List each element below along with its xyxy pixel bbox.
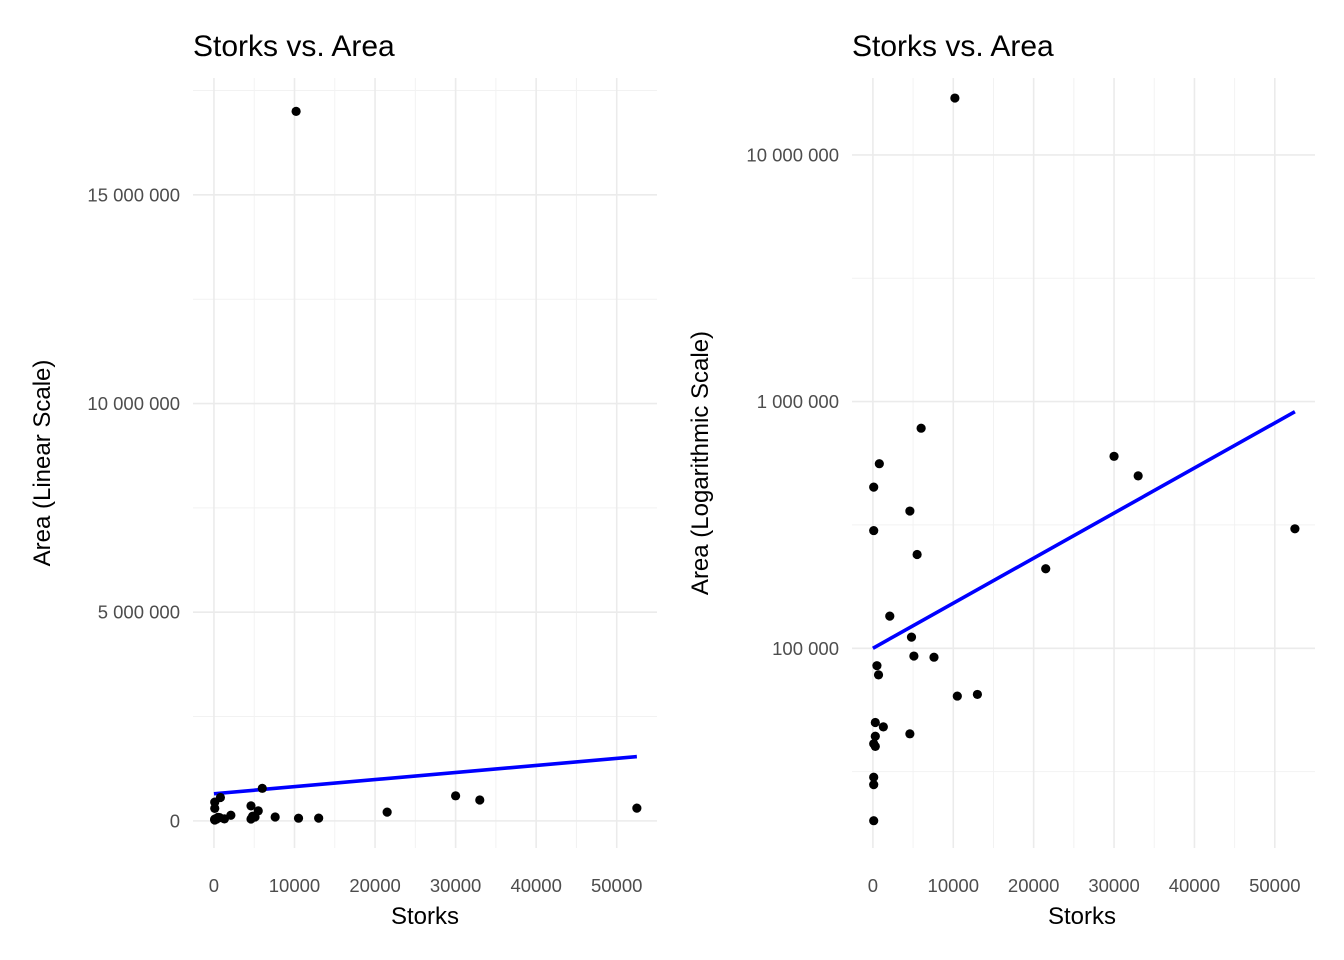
- data-point: [1290, 524, 1300, 534]
- data-point: [632, 803, 642, 813]
- chart-panel-2: 0 10000 20000 30000 40000 50000 100 000 1 000 0…: [687, 30, 1315, 930]
- x-tick-label: 0: [868, 875, 878, 896]
- regression-line: [872, 410, 1296, 650]
- x-axis-title: Storks: [391, 903, 459, 930]
- data-point: [916, 423, 926, 433]
- y-axis-title: Area (Linear Scale): [29, 360, 56, 567]
- y-tick-label: 10 000 000: [746, 144, 839, 165]
- chart-title: Storks vs. Area: [193, 30, 395, 63]
- data-point: [382, 807, 392, 817]
- x-tick-label: 30000: [1088, 875, 1139, 896]
- data-point: [253, 806, 263, 816]
- data-point: [1041, 564, 1051, 574]
- y-tick-label: 1 000 000: [757, 391, 839, 412]
- data-point: [878, 722, 888, 732]
- x-tick-label: 20000: [349, 875, 400, 896]
- y-axis-title: Area (Logarithmic Scale): [687, 331, 714, 595]
- data-point: [1109, 451, 1119, 461]
- data-point: [873, 670, 884, 680]
- data-point: [869, 780, 879, 790]
- data-point: [950, 93, 960, 103]
- x-tick-label: 50000: [591, 875, 642, 896]
- data-point: [451, 791, 461, 801]
- regression-line: [213, 754, 638, 796]
- data-point: [869, 739, 879, 749]
- x-tick-label: 40000: [1169, 875, 1220, 896]
- data-point: [475, 795, 485, 805]
- data-point: [210, 803, 220, 813]
- y-tick-label: 0: [170, 810, 180, 831]
- data-point: [869, 525, 879, 536]
- data-point: [912, 549, 922, 560]
- data-point: [872, 661, 882, 671]
- x-tick-label: 0: [209, 875, 219, 896]
- data-point: [869, 482, 879, 492]
- x-tick-label: 30000: [430, 875, 481, 896]
- x-tick-label: 40000: [510, 875, 561, 896]
- data-point: [314, 813, 324, 823]
- data-point: [870, 717, 880, 728]
- x-axis-title: Storks: [1048, 903, 1116, 930]
- y-tick-label: 100 000: [772, 638, 839, 659]
- chart-panel-1: 0 10000 20000 30000 40000 50000 0 5 000 000 10 0…: [29, 30, 657, 930]
- x-tick-label: 50000: [1249, 875, 1300, 896]
- y-tick-label: 10 000 000: [87, 393, 180, 414]
- data-point: [952, 691, 962, 701]
- data-point: [257, 783, 267, 793]
- data-point: [929, 652, 939, 662]
- data-point: [869, 772, 879, 782]
- data-point: [870, 731, 880, 741]
- x-tick-label: 10000: [269, 875, 320, 896]
- data-point: [293, 813, 304, 823]
- data-point: [885, 611, 895, 621]
- data-point: [905, 729, 915, 739]
- data-point: [291, 106, 301, 116]
- x-tick-label: 20000: [1008, 875, 1059, 896]
- data-point: [905, 506, 915, 516]
- x-tick-label: 10000: [928, 875, 979, 896]
- chart-title: Storks vs. Area: [852, 30, 1054, 63]
- data-point: [270, 812, 280, 822]
- data-point: [972, 689, 982, 700]
- data-point: [909, 651, 919, 661]
- data-point: [874, 459, 884, 469]
- data-point: [869, 816, 879, 826]
- data-point: [215, 792, 225, 803]
- y-tick-label: 5 000 000: [98, 602, 180, 623]
- data-point: [906, 632, 917, 642]
- data-point: [246, 801, 256, 811]
- data-point: [1133, 471, 1143, 481]
- y-tick-label: 15 000 000: [87, 184, 180, 205]
- data-point: [226, 810, 236, 820]
